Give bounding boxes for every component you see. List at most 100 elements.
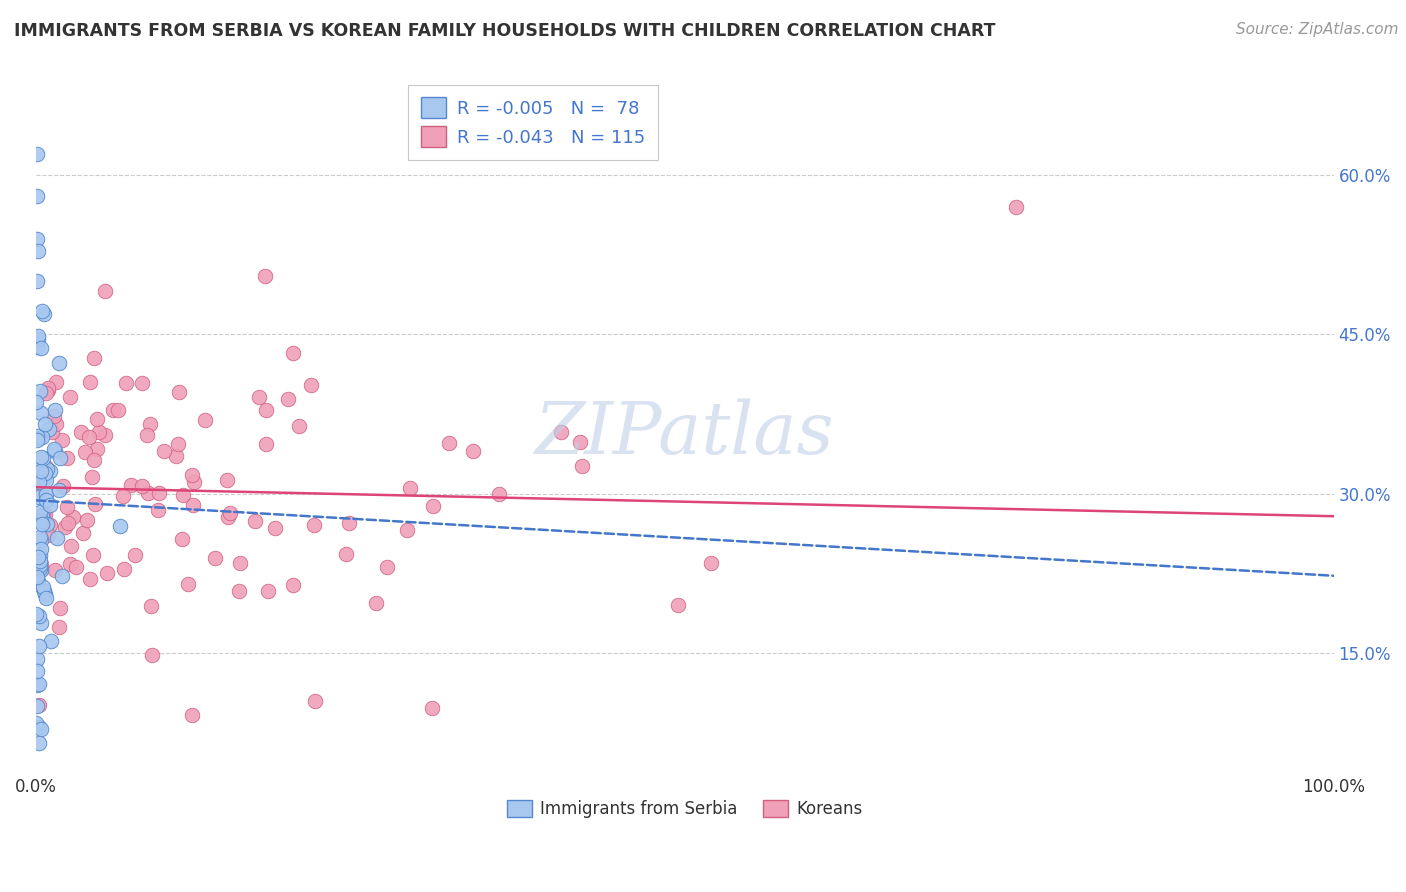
Point	[34, 492, 56, 507]
Point	[139, 417, 162, 431]
Point	[146, 503, 169, 517]
Point	[30, 557, 52, 571]
Point	[27, 332, 49, 346]
Point	[25, 699, 48, 714]
Point	[25, 274, 48, 288]
Point	[44, 403, 66, 417]
Point	[75, 444, 97, 458]
Point	[28, 563, 51, 577]
Point	[83, 452, 105, 467]
Point	[25, 231, 48, 245]
Point	[27, 652, 49, 666]
Point	[180, 707, 202, 722]
Point	[27, 329, 49, 343]
Point	[254, 437, 277, 451]
Point	[82, 549, 104, 563]
Point	[439, 436, 461, 450]
Point	[52, 479, 75, 493]
Point	[228, 556, 250, 570]
Point	[83, 351, 105, 365]
Point	[375, 559, 398, 574]
Point	[28, 698, 51, 713]
Point	[31, 430, 53, 444]
Point	[27, 550, 49, 565]
Point	[27, 431, 49, 445]
Text: ZIPatlas: ZIPatlas	[534, 398, 835, 468]
Point	[59, 539, 82, 553]
Point	[124, 548, 146, 562]
Point	[37, 381, 59, 395]
Point	[32, 508, 55, 522]
Point	[34, 507, 56, 521]
Point	[28, 736, 51, 750]
Point	[30, 450, 52, 464]
Point	[131, 376, 153, 390]
Point	[422, 500, 444, 514]
Point	[288, 419, 311, 434]
Point	[245, 514, 267, 528]
Point	[170, 533, 193, 547]
Point	[101, 403, 124, 417]
Point	[30, 505, 52, 519]
Point	[228, 583, 250, 598]
Point	[257, 584, 280, 599]
Point	[28, 490, 51, 504]
Point	[165, 449, 187, 463]
Point	[32, 515, 55, 529]
Point	[25, 664, 48, 678]
Text: Source: ZipAtlas.com: Source: ZipAtlas.com	[1236, 22, 1399, 37]
Point	[25, 429, 48, 443]
Point	[302, 518, 325, 533]
Point	[48, 356, 70, 370]
Point	[183, 498, 205, 512]
Point	[35, 473, 58, 487]
Point	[166, 437, 188, 451]
Point	[167, 385, 190, 400]
Point	[48, 620, 70, 634]
Point	[247, 390, 270, 404]
Point	[461, 443, 484, 458]
Point	[281, 346, 304, 360]
Point	[76, 512, 98, 526]
Point	[35, 459, 58, 474]
Point	[39, 517, 62, 532]
Point	[27, 721, 49, 735]
Point	[59, 558, 82, 572]
Point	[299, 378, 322, 392]
Point	[56, 516, 79, 530]
Point	[25, 570, 48, 584]
Point	[77, 430, 100, 444]
Point	[93, 285, 115, 299]
Point	[30, 563, 52, 577]
Point	[115, 376, 138, 391]
Point	[204, 550, 226, 565]
Point	[254, 268, 277, 283]
Point	[141, 648, 163, 662]
Point	[335, 547, 357, 561]
Point	[31, 516, 53, 531]
Point	[41, 425, 63, 439]
Point	[44, 442, 66, 456]
Legend: Immigrants from Serbia, Koreans: Immigrants from Serbia, Koreans	[501, 793, 869, 825]
Point	[49, 450, 72, 465]
Point	[364, 596, 387, 610]
Point	[32, 580, 55, 594]
Point	[32, 583, 55, 598]
Point	[27, 574, 49, 589]
Point	[37, 383, 59, 397]
Point	[35, 385, 58, 400]
Point	[107, 403, 129, 417]
Point	[69, 425, 91, 439]
Point	[139, 599, 162, 613]
Point	[571, 459, 593, 474]
Point	[28, 676, 51, 690]
Point	[395, 523, 418, 537]
Point	[131, 479, 153, 493]
Point	[30, 483, 52, 498]
Point	[30, 515, 52, 529]
Point	[135, 427, 157, 442]
Point	[666, 599, 689, 613]
Point	[217, 510, 239, 524]
Point	[25, 468, 48, 483]
Point	[45, 417, 67, 431]
